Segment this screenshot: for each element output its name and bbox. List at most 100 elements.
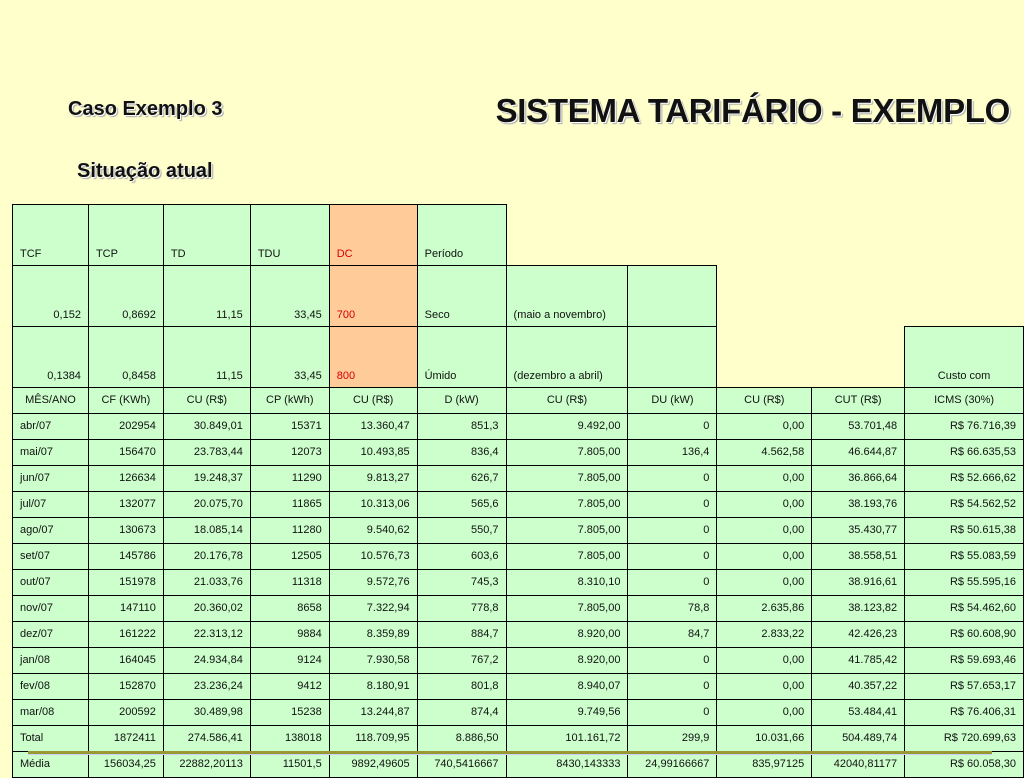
table-cell: 22.313,12	[162, 621, 251, 648]
table-cell: 132077	[87, 491, 164, 518]
table-cell: 9124	[249, 647, 330, 674]
column-header: DU (kW)	[627, 387, 718, 414]
table-cell: 101.161,72	[505, 725, 629, 752]
table-cell: 78,8	[627, 595, 718, 622]
table-cell: 38.558,51	[811, 543, 906, 570]
table-cell: 53.484,41	[811, 699, 906, 726]
table-row: Total 1872411 274.586,41 138018 118.709,95 8.…	[12, 725, 1024, 752]
table-cell: 0	[627, 413, 718, 440]
column-header-row: MÊS/ANO CF (KWh) CU (R$) CP (kWh) CU (R$) D (…	[12, 387, 1024, 414]
table-cell: 15238	[249, 699, 330, 726]
table-cell: 20.360,02	[162, 595, 251, 622]
page-title: SISTEMA TARIFÁRIO - EXEMPLO	[495, 92, 1011, 129]
tariff-table: TCF TCP TD TDU DC Período 0,152 0,8692 1…	[12, 204, 1024, 778]
table-cell: 40.357,22	[811, 673, 906, 700]
column-header: CUT (R$)	[811, 387, 906, 414]
table-cell: 1872411	[87, 725, 164, 752]
table-cell: 9.749,56	[505, 699, 629, 726]
table-cell: 8.886,50	[416, 725, 507, 752]
seco-empty-cell	[627, 265, 718, 327]
table-cell: 21.033,76	[162, 569, 251, 596]
blank-cell	[717, 266, 1024, 327]
table-cell: 10.493,85	[328, 439, 418, 466]
table-cell: 130673	[87, 517, 164, 544]
table-cell: R$ 57.653,17	[904, 673, 1024, 700]
column-header: CP (kWh)	[249, 387, 330, 414]
umido-tcf: 0,1384	[12, 326, 89, 388]
row-label: out/07	[12, 569, 89, 596]
header-td: TD	[162, 204, 251, 266]
table-cell: 46.644,87	[811, 439, 906, 466]
umido-tdu: 33,45	[249, 326, 330, 388]
table-cell: 8.310,10	[505, 569, 629, 596]
table-cell: 299,9	[627, 725, 718, 752]
params-row-seco: 0,152 0,8692 11,15 33,45 700 Seco (maio …	[12, 265, 1024, 327]
table-row: dez/07 161222 22.313,12 9884 8.359,89 884,7 8.…	[12, 621, 1024, 648]
table-cell: 274.586,41	[162, 725, 251, 752]
table-cell: 42040,81177	[811, 751, 906, 778]
table-cell: 11318	[249, 569, 330, 596]
row-label: mar/08	[12, 699, 89, 726]
table-cell: 9.540,62	[328, 517, 418, 544]
column-header: CU (R$)	[328, 387, 418, 414]
table-cell: 8.940,07	[505, 673, 629, 700]
table-cell: 0	[627, 673, 718, 700]
table-cell: 38.193,76	[811, 491, 906, 518]
table-cell: 18.085,14	[162, 517, 251, 544]
table-cell: R$ 66.635,53	[904, 439, 1024, 466]
table-cell: R$ 55.083,59	[904, 543, 1024, 570]
table-row: mai/07 156470 23.783,44 12073 10.493,85 836,4…	[12, 439, 1024, 466]
table-cell: 35.430,77	[811, 517, 906, 544]
row-label: jan/08	[12, 647, 89, 674]
table-cell: 7.805,00	[505, 595, 629, 622]
table-cell: 30.489,98	[162, 699, 251, 726]
table-cell: 15371	[249, 413, 330, 440]
row-label: set/07	[12, 543, 89, 570]
table-cell: 9412	[249, 673, 330, 700]
table-cell: 24,99166667	[627, 751, 718, 778]
table-cell: 7.805,00	[505, 439, 629, 466]
bottom-rule	[28, 751, 992, 754]
umido-dc: 800	[328, 326, 418, 388]
seco-tcp: 0,8692	[87, 265, 164, 327]
table-row: Média 156034,25 22882,20113 11501,5 9892,496…	[12, 751, 1024, 778]
table-cell: 740,5416667	[416, 751, 507, 778]
custo-com-label: Custo com	[904, 326, 1024, 388]
table-cell: 161222	[87, 621, 164, 648]
table-cell: R$ 59.693,46	[904, 647, 1024, 674]
row-label: nov/07	[12, 595, 89, 622]
table-cell: 7.805,00	[505, 491, 629, 518]
table-cell: 10.576,73	[328, 543, 418, 570]
table-cell: 8.359,89	[328, 621, 418, 648]
table-cell: 22882,20113	[162, 751, 251, 778]
seco-tcf: 0,152	[12, 265, 89, 327]
row-label: mai/07	[12, 439, 89, 466]
data-rows: abr/07 202954 30.849,01 15371 13.360,47 851,3…	[12, 413, 1024, 778]
umido-tcp: 0,8458	[87, 326, 164, 388]
row-label: Total	[12, 725, 89, 752]
table-cell: 9884	[249, 621, 330, 648]
table-cell: R$ 76.716,39	[904, 413, 1024, 440]
table-cell: 851,3	[416, 413, 507, 440]
table-cell: 41.785,42	[811, 647, 906, 674]
table-row: abr/07 202954 30.849,01 15371 13.360,47 851,3…	[12, 413, 1024, 440]
table-cell: 8658	[249, 595, 330, 622]
row-label: Média	[12, 751, 89, 778]
table-cell: 23.783,44	[162, 439, 251, 466]
table-cell: R$ 76.406,31	[904, 699, 1024, 726]
table-cell: 0	[627, 699, 718, 726]
header-periodo: Período	[416, 204, 507, 266]
header-tcp: TCP	[87, 204, 164, 266]
table-cell: R$ 54.462,60	[904, 595, 1024, 622]
table-cell: R$ 720.699,63	[904, 725, 1024, 752]
table-cell: 7.805,00	[505, 517, 629, 544]
table-cell: 23.236,24	[162, 673, 251, 700]
table-cell: 10.313,06	[328, 491, 418, 518]
table-cell: 0,00	[716, 413, 813, 440]
table-cell: 10.031,66	[716, 725, 813, 752]
table-cell: 8430,143333	[505, 751, 629, 778]
table-cell: 53.701,48	[811, 413, 906, 440]
table-cell: 565,6	[416, 491, 507, 518]
table-cell: R$ 52.666,62	[904, 465, 1024, 492]
table-cell: 38.916,61	[811, 569, 906, 596]
